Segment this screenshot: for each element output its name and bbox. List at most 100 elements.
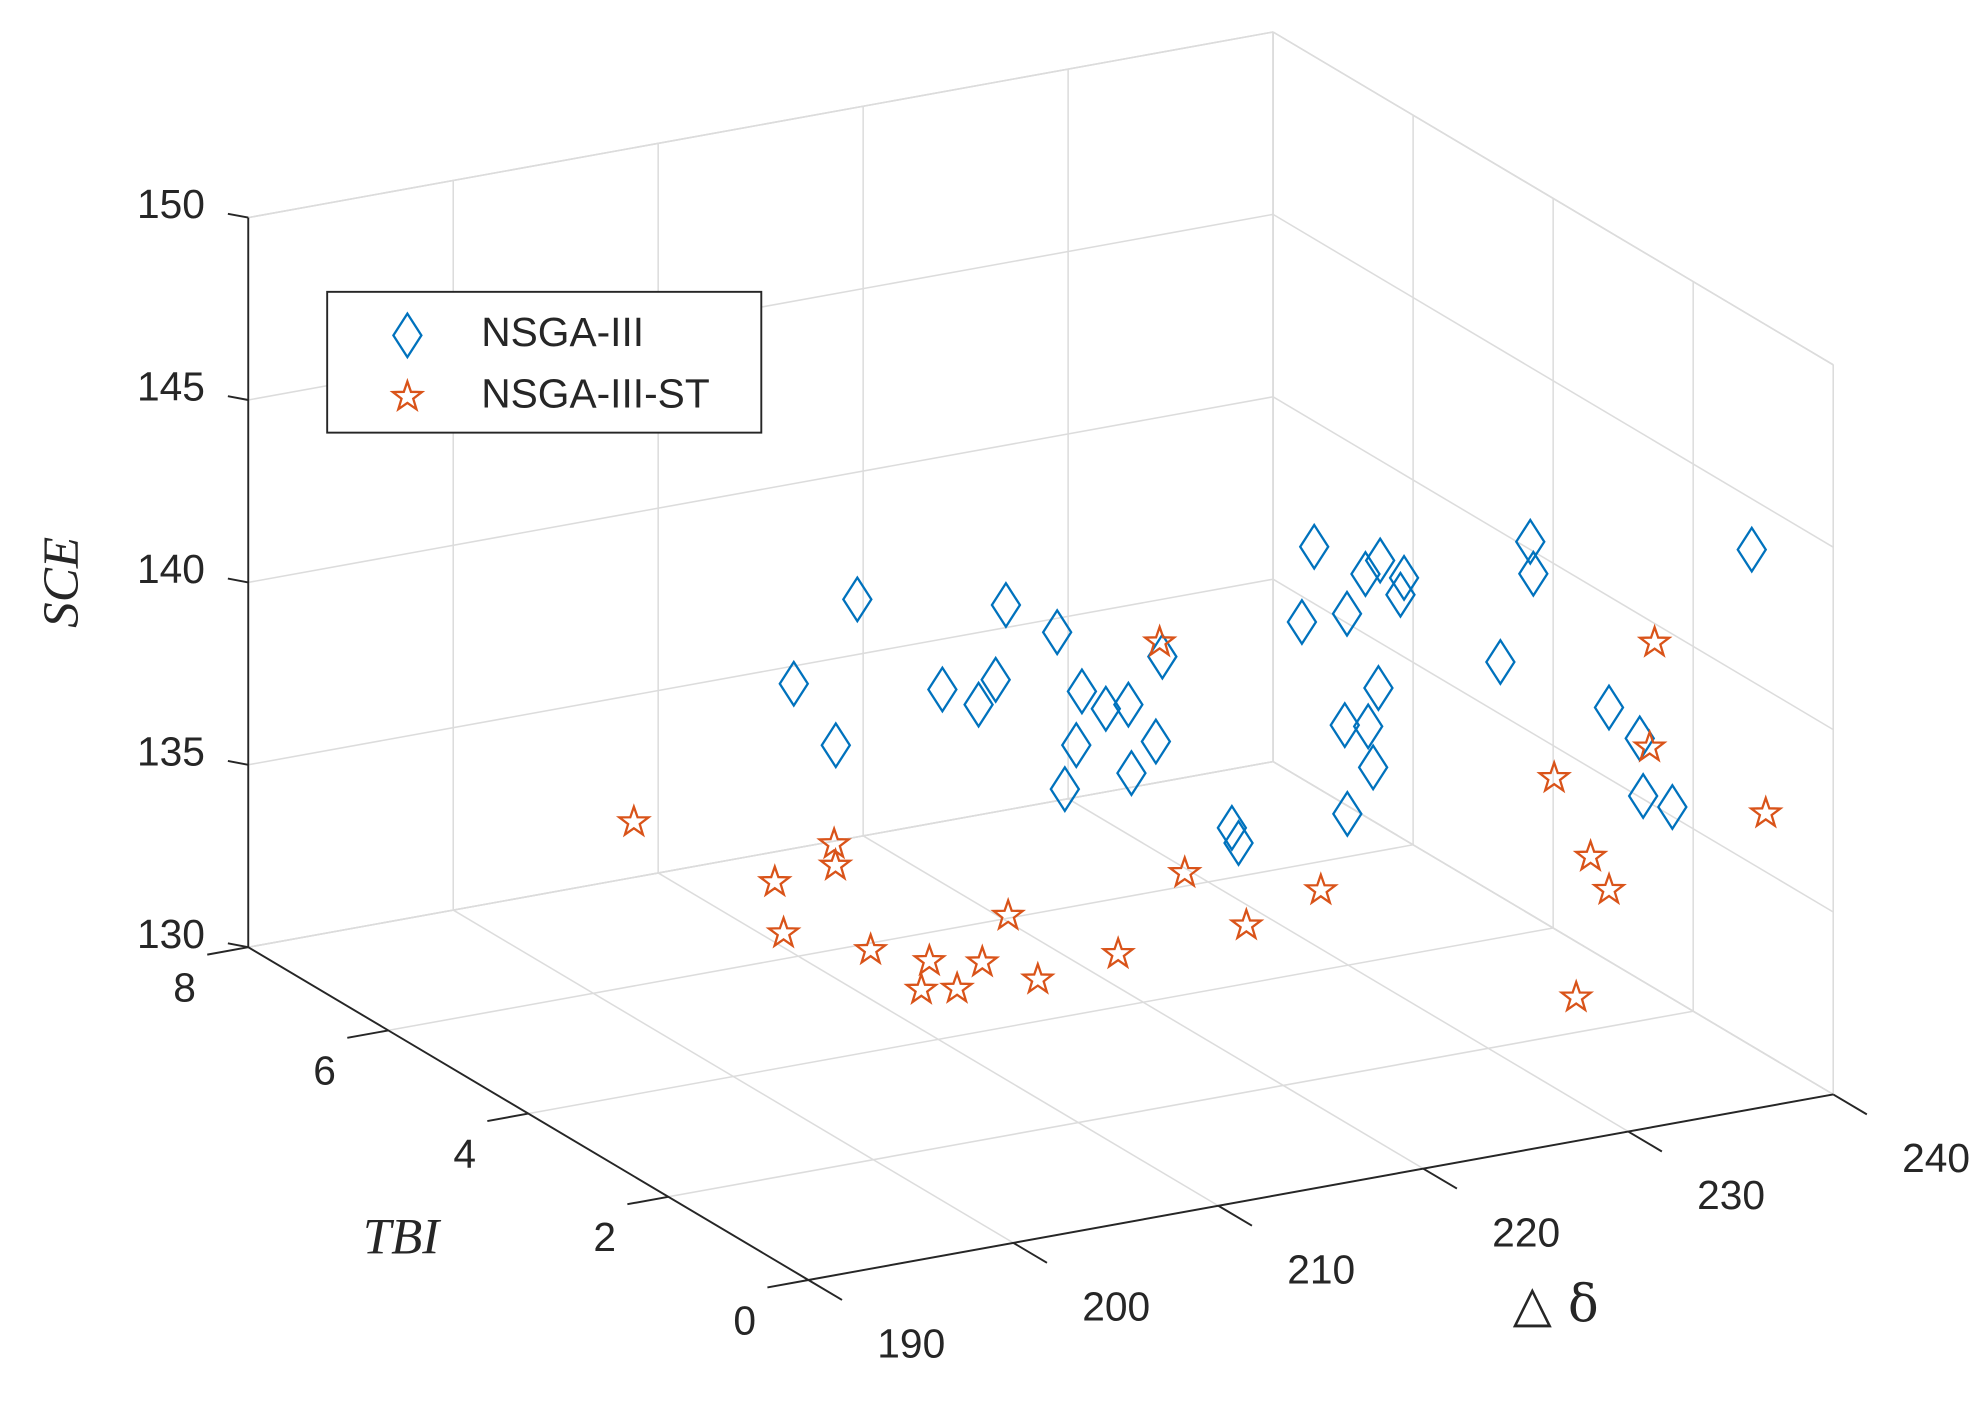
x-tick <box>1422 1167 1458 1190</box>
point <box>963 680 994 729</box>
x-axis <box>808 1093 1834 1281</box>
point <box>1636 623 1673 658</box>
point <box>1536 759 1572 794</box>
point <box>841 575 873 624</box>
point <box>1113 680 1144 729</box>
z-tick <box>227 577 249 584</box>
point <box>1066 667 1098 716</box>
point <box>817 846 854 881</box>
y-tick <box>207 946 249 956</box>
x-tick <box>1217 1204 1253 1227</box>
x-tick <box>1832 1093 1868 1116</box>
axes: 190 200 210 220 230 240 0 2 4 6 8 130 135 140 145 150 <box>137 181 1970 1367</box>
point <box>1140 717 1172 766</box>
x-tick <box>807 1279 843 1301</box>
grid-line <box>1272 31 1834 366</box>
point <box>927 665 958 714</box>
y-tick-label: 2 <box>593 1214 616 1260</box>
point <box>820 721 852 770</box>
point <box>1060 721 1092 769</box>
point <box>1363 664 1394 712</box>
grid-line <box>248 760 1274 948</box>
point <box>1364 536 1396 585</box>
grid <box>247 31 1834 1281</box>
y-tick-label: 4 <box>453 1131 476 1177</box>
point <box>1350 550 1381 598</box>
z-tick <box>227 760 249 766</box>
grid-line <box>1272 396 1834 731</box>
point <box>1572 837 1609 872</box>
y-tick <box>347 1029 389 1039</box>
x-tick-label: 190 <box>877 1321 945 1367</box>
z-tick-label: 130 <box>137 911 205 957</box>
marks <box>615 517 1784 1013</box>
x-tick <box>1012 1242 1048 1264</box>
grid-line <box>248 31 1274 219</box>
y-tick <box>767 1279 809 1289</box>
point <box>1216 804 1248 852</box>
point <box>1090 684 1122 733</box>
z-tick-label: 140 <box>137 546 205 592</box>
point <box>1329 701 1361 750</box>
point <box>765 914 802 949</box>
point <box>1517 549 1549 598</box>
point <box>1049 765 1081 813</box>
z-tick <box>227 942 249 949</box>
point <box>756 863 793 898</box>
point <box>1100 935 1136 970</box>
point <box>1223 819 1254 867</box>
x-tick-label: 240 <box>1902 1135 1970 1181</box>
x-tick-label: 200 <box>1082 1283 1150 1329</box>
point <box>1388 553 1420 602</box>
point <box>911 942 948 977</box>
point <box>1141 623 1178 658</box>
legend-label: NSGA-III <box>481 309 644 355</box>
grid-line <box>388 844 1414 1032</box>
point <box>980 655 1012 704</box>
point <box>1385 570 1416 619</box>
grid-line <box>248 578 1274 766</box>
point <box>1147 632 1178 681</box>
grid-line <box>248 396 1274 584</box>
x-tick-label: 210 <box>1287 1246 1355 1292</box>
point <box>615 803 652 838</box>
point <box>1019 960 1056 995</box>
point <box>1631 728 1668 763</box>
x-tick-label: 230 <box>1697 1172 1765 1218</box>
x-tick-label: 220 <box>1492 1209 1560 1255</box>
legend-marker <box>392 311 423 360</box>
y-tick-label: 0 <box>733 1297 756 1343</box>
legend: NSGA-III NSGA-III-ST <box>326 290 763 434</box>
point <box>1485 638 1516 686</box>
point <box>1286 598 1318 646</box>
y-axis-label: TBI <box>363 1208 441 1265</box>
point <box>1041 608 1073 657</box>
point <box>1736 525 1768 574</box>
y-tick-label: 6 <box>313 1048 336 1094</box>
z-tick-label: 145 <box>137 363 205 409</box>
point <box>1357 743 1389 792</box>
z-tick <box>227 395 249 401</box>
y-axis <box>247 946 809 1281</box>
point <box>990 896 1026 931</box>
point <box>990 581 1022 629</box>
grid-line <box>668 1010 1694 1198</box>
point <box>1298 522 1330 571</box>
point <box>1747 794 1784 829</box>
point <box>852 931 889 966</box>
point <box>1228 906 1265 941</box>
y-tick <box>487 1112 529 1122</box>
point <box>1352 702 1384 751</box>
x-axis-label: △ δ <box>1513 1275 1599 1334</box>
point <box>939 969 975 1004</box>
z-tick-label: 135 <box>137 728 205 774</box>
point <box>964 943 1001 978</box>
grid-line <box>1272 578 1834 913</box>
grid-line <box>528 927 1554 1115</box>
point <box>1591 871 1627 906</box>
z-tick-label: 150 <box>137 181 205 227</box>
y-tick-label: 8 <box>173 964 196 1010</box>
point <box>1627 772 1659 820</box>
point <box>1302 871 1339 906</box>
